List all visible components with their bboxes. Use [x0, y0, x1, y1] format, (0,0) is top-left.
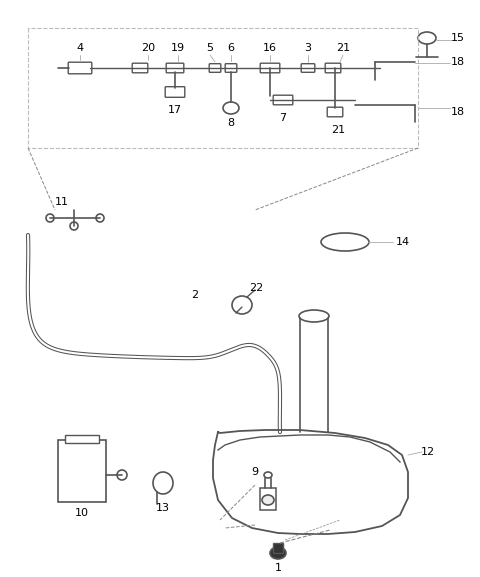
- Text: 8: 8: [228, 118, 235, 128]
- Text: 18: 18: [451, 57, 465, 67]
- Text: 9: 9: [252, 467, 259, 477]
- Text: 18: 18: [451, 107, 465, 117]
- FancyBboxPatch shape: [166, 63, 184, 73]
- FancyBboxPatch shape: [260, 63, 280, 73]
- Text: 13: 13: [156, 503, 170, 513]
- Ellipse shape: [232, 296, 252, 314]
- FancyBboxPatch shape: [209, 63, 221, 72]
- Text: 3: 3: [304, 43, 312, 53]
- Text: 10: 10: [75, 508, 89, 518]
- Ellipse shape: [264, 472, 272, 478]
- FancyBboxPatch shape: [273, 95, 293, 105]
- Ellipse shape: [117, 470, 127, 480]
- Bar: [58, 440, 106, 502]
- Text: 7: 7: [279, 113, 287, 123]
- Text: 16: 16: [263, 43, 277, 53]
- Ellipse shape: [262, 495, 274, 505]
- Text: 19: 19: [171, 43, 185, 53]
- Bar: [260, 488, 276, 510]
- Ellipse shape: [418, 32, 436, 44]
- FancyBboxPatch shape: [165, 87, 185, 98]
- Ellipse shape: [96, 214, 104, 222]
- Bar: [273, 543, 283, 553]
- FancyBboxPatch shape: [325, 63, 341, 73]
- Text: 20: 20: [141, 43, 155, 53]
- Ellipse shape: [321, 233, 369, 251]
- Text: 22: 22: [249, 283, 263, 293]
- FancyBboxPatch shape: [132, 63, 148, 73]
- FancyBboxPatch shape: [327, 107, 343, 117]
- Ellipse shape: [70, 222, 78, 230]
- FancyBboxPatch shape: [225, 63, 237, 72]
- Text: 21: 21: [336, 43, 350, 53]
- Text: 12: 12: [421, 447, 435, 457]
- Text: 2: 2: [192, 290, 199, 300]
- Text: 1: 1: [275, 563, 281, 573]
- Text: 17: 17: [168, 105, 182, 115]
- FancyBboxPatch shape: [301, 63, 315, 72]
- FancyBboxPatch shape: [68, 62, 92, 74]
- Bar: [65, 435, 99, 443]
- Text: 15: 15: [451, 33, 465, 43]
- Text: 4: 4: [76, 43, 84, 53]
- Text: 14: 14: [396, 237, 410, 247]
- Text: 11: 11: [55, 197, 69, 207]
- Ellipse shape: [299, 310, 329, 322]
- Ellipse shape: [46, 214, 54, 222]
- Ellipse shape: [223, 102, 239, 114]
- Text: 5: 5: [206, 43, 214, 53]
- Text: 21: 21: [331, 125, 345, 135]
- Ellipse shape: [270, 547, 286, 559]
- Ellipse shape: [153, 472, 173, 494]
- Text: 6: 6: [228, 43, 235, 53]
